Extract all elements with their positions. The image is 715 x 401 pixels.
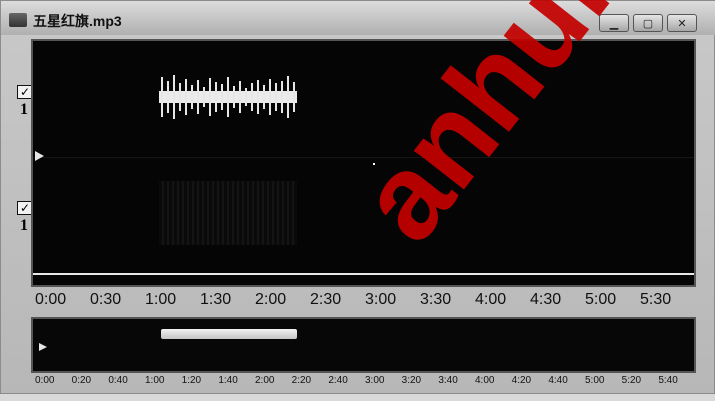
overview-time-tick: 5:00 [585, 375, 605, 386]
overview-ruler: 0:00 0:20 0:40 1:00 1:20 1:40 2:00 2:20 2:40 3:00… [35, 375, 695, 393]
time-tick: 2:30 [310, 291, 342, 308]
time-tick: 1:30 [200, 291, 232, 308]
overview-time-tick: 5:20 [621, 375, 642, 386]
track-2-label: 1 [20, 217, 28, 234]
track-1-waveform [159, 71, 297, 123]
track-controls: ✓ 1 ✓ 1 [9, 39, 33, 395]
overview-time-tick: 1:40 [218, 375, 238, 386]
overview-time-tick: 1:20 [181, 375, 202, 386]
overview-time-tick: 0:20 [71, 375, 92, 386]
app-icon [9, 13, 27, 27]
overview-bar[interactable] [31, 317, 696, 373]
overview-time-tick: 0:00 [35, 375, 55, 386]
overview-waveform [161, 329, 297, 339]
overview-marker-icon [39, 343, 47, 351]
overview-time-tick: 2:40 [328, 375, 348, 386]
overview-time-tick: 4:20 [511, 375, 532, 386]
time-tick: 2:00 [255, 291, 287, 308]
overview-time-tick: 3:20 [401, 375, 422, 386]
time-tick: 4:30 [530, 291, 562, 308]
overview-time-tick: 2:20 [291, 375, 312, 386]
minimize-icon: ▁ [609, 17, 619, 30]
window-title: 五星红旗.mp3 [33, 13, 122, 29]
overview-time-tick: 4:00 [475, 375, 495, 386]
maximize-button[interactable]: ▢ [633, 14, 663, 32]
overview-time-tick: 2:00 [255, 375, 275, 386]
overview-time-tick: 1:00 [145, 375, 165, 386]
time-ruler: 0:00 0:30 1:00 1:30 2:00 2:30 3:00 3:30 4:00 4:30… [35, 291, 695, 315]
overview-time-tick: 3:40 [438, 375, 458, 386]
spectrogram-view[interactable] [31, 39, 696, 287]
track-1-waveform-graphic [159, 75, 297, 119]
time-tick: 0:00 [35, 291, 67, 308]
timeline-divider [33, 273, 694, 275]
time-tick: 3:00 [365, 291, 397, 308]
time-tick: 4:00 [475, 291, 507, 308]
cursor-dot [373, 163, 375, 165]
time-tick: 5:30 [640, 291, 672, 308]
close-icon: ✕ [677, 17, 687, 30]
overview-time-tick: 3:00 [365, 375, 385, 386]
time-tick: 5:00 [585, 291, 617, 308]
track-separator [33, 157, 694, 158]
title-bar[interactable]: 五星红旗.mp3 ▁ ▢ ✕ [1, 1, 715, 35]
maximize-icon: ▢ [642, 17, 654, 30]
track-2-activity [159, 181, 297, 245]
time-tick: 0:30 [90, 291, 122, 308]
track-1-marker-icon [35, 151, 44, 161]
overview-time-tick: 0:40 [108, 375, 128, 386]
overview-time-tick: 4:40 [548, 375, 568, 386]
minimize-button[interactable]: ▁ [599, 14, 629, 32]
close-button[interactable]: ✕ [667, 14, 697, 32]
time-tick: 1:00 [145, 291, 177, 308]
time-tick: 3:30 [420, 291, 452, 308]
track-1-label: 1 [20, 101, 28, 118]
overview-time-tick: 5:40 [658, 375, 678, 386]
